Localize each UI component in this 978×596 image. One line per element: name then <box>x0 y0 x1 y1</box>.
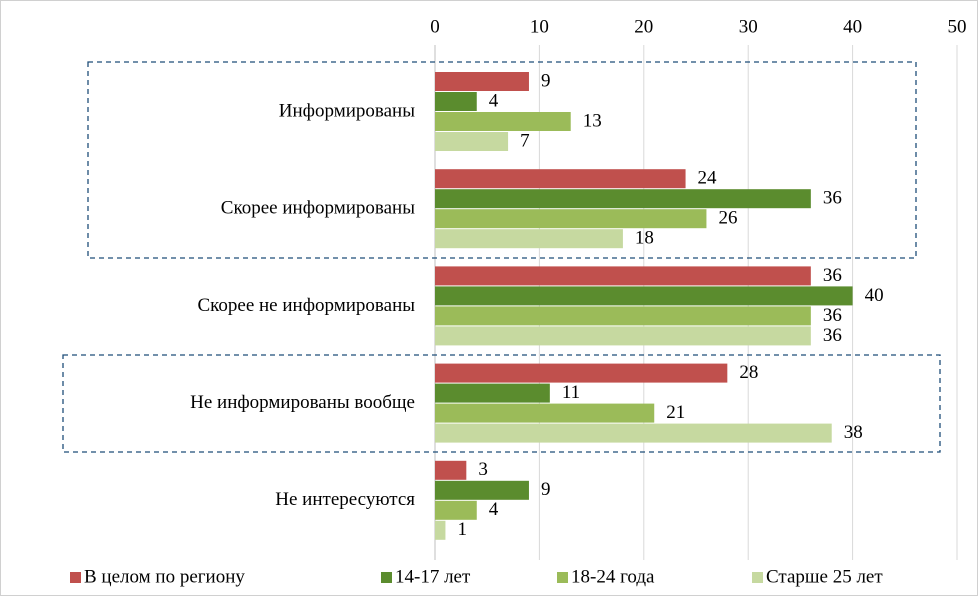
data-label: 24 <box>698 168 718 189</box>
bar <box>435 520 446 540</box>
data-label: 36 <box>823 265 842 286</box>
data-label: 1 <box>457 519 467 540</box>
data-label: 36 <box>823 188 842 209</box>
data-label: 36 <box>823 305 842 326</box>
x-tick-label: 50 <box>948 16 967 37</box>
legend-label: 18-24 года <box>571 566 655 587</box>
bar <box>435 229 623 249</box>
data-label: 21 <box>666 402 685 423</box>
x-tick-label: 20 <box>634 16 653 37</box>
bar <box>435 132 509 151</box>
data-label: 7 <box>520 130 530 151</box>
bar <box>435 403 655 423</box>
data-label: 9 <box>541 479 551 500</box>
category-label: Информированы <box>279 100 415 121</box>
x-tick-label: 0 <box>430 16 440 37</box>
data-label: 13 <box>583 110 602 131</box>
legend-marker <box>557 572 568 583</box>
data-label: 40 <box>865 285 884 306</box>
data-label: 28 <box>739 362 758 383</box>
bar <box>435 363 728 383</box>
data-label: 9 <box>541 70 551 91</box>
legend-label: Старше 25 лет <box>766 566 883 587</box>
data-label: 38 <box>844 422 863 443</box>
highlight-box <box>87 61 917 259</box>
x-tick-label: 30 <box>739 16 758 37</box>
category-label: Скорее информированы <box>221 198 415 219</box>
bar <box>435 480 529 500</box>
legend-label: В целом по региону <box>84 566 245 587</box>
category-label: Не интересуются <box>275 489 415 510</box>
bar <box>435 266 811 286</box>
bar <box>435 460 467 480</box>
data-label: 4 <box>489 90 499 111</box>
bar <box>435 189 811 209</box>
x-tick-label: 10 <box>530 16 549 37</box>
bar <box>435 423 832 443</box>
category-label: Скорее не информированы <box>197 295 415 316</box>
legend-marker <box>752 572 763 583</box>
bars <box>435 72 853 540</box>
category-label: Не информированы вообще <box>190 392 415 413</box>
data-label: 11 <box>562 382 580 403</box>
bar <box>435 112 571 131</box>
data-label: 26 <box>718 208 737 229</box>
bar <box>435 383 550 403</box>
bar <box>435 500 477 520</box>
bar <box>435 72 529 91</box>
bar <box>435 326 811 346</box>
bar <box>435 209 707 229</box>
bar <box>435 286 853 306</box>
data-label: 4 <box>489 499 499 520</box>
legend-marker <box>381 572 392 583</box>
data-label: 3 <box>478 459 488 480</box>
highlight-box <box>62 354 941 453</box>
data-label: 18 <box>635 228 654 249</box>
data-label: 36 <box>823 325 842 346</box>
bar <box>435 92 477 111</box>
x-tick-label: 40 <box>843 16 862 37</box>
bar <box>435 306 811 326</box>
legend-marker <box>70 572 81 583</box>
bar <box>435 169 686 189</box>
legend-label: 14-17 лет <box>395 566 471 587</box>
